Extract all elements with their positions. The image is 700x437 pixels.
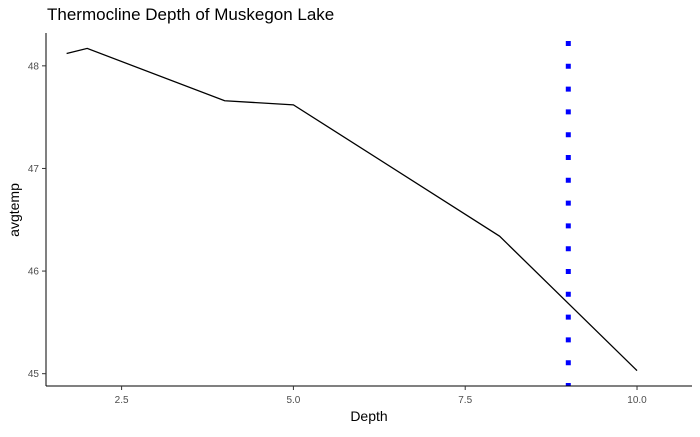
x-tick-label: 7.5	[458, 395, 472, 406]
x-tick-label: 2.5	[115, 395, 129, 406]
y-axis-title: avgtemp	[6, 183, 22, 237]
x-axis-ticks: 2.5 5.0 7.5 10.0	[115, 386, 647, 406]
y-tick-label: 45	[28, 369, 40, 380]
y-tick-label: 46	[28, 267, 40, 278]
y-tick-label: 47	[28, 164, 40, 175]
x-tick-label: 10.0	[627, 395, 647, 406]
x-axis-title: Depth	[350, 408, 387, 424]
x-tick-label: 5.0	[286, 395, 300, 406]
plot-area	[66, 41, 638, 386]
series-line-0	[66, 47, 638, 372]
y-axis-ticks: 45 46 47 48	[28, 61, 46, 380]
y-tick-label: 48	[28, 61, 40, 72]
chart-title: Thermocline Depth of Muskegon Lake	[47, 5, 334, 24]
